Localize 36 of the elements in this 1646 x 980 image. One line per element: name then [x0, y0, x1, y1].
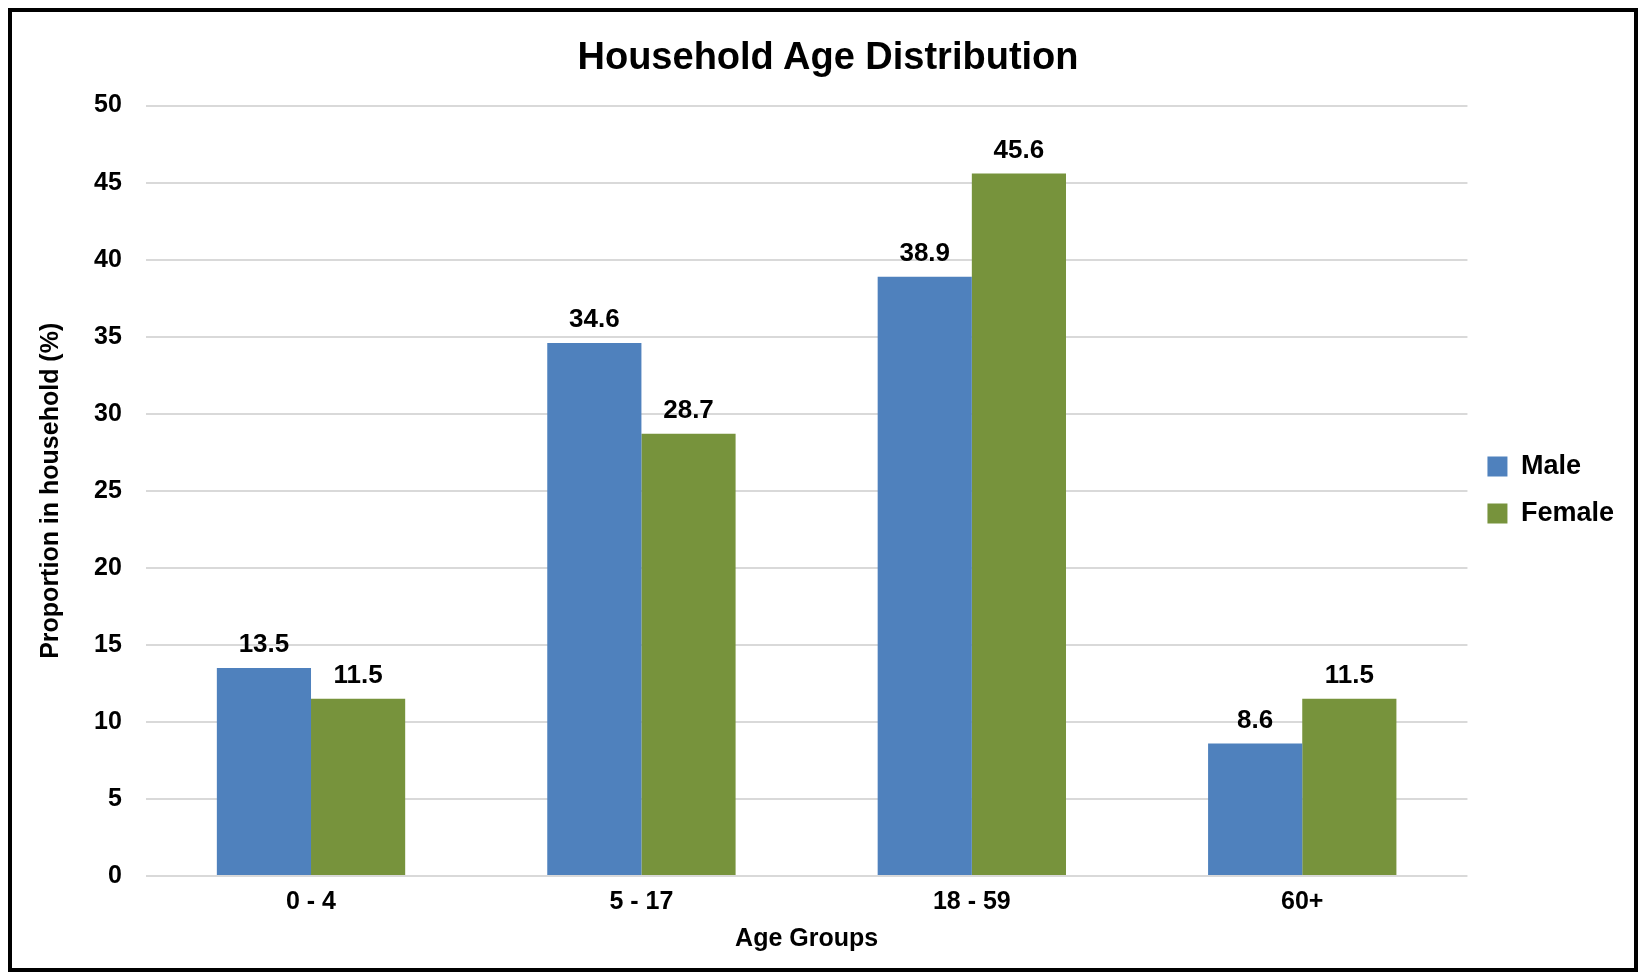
bar [1208, 743, 1303, 875]
y-axis-title: Proportion in household (%) [34, 322, 63, 659]
data-label: 11.5 [1324, 658, 1374, 689]
y-tick-label: 40 [94, 243, 122, 272]
data-label: 28.7 [663, 393, 714, 424]
data-label: 11.5 [333, 658, 383, 689]
x-tick-label: 5 - 17 [609, 885, 674, 914]
y-tick-label: 35 [94, 320, 122, 349]
bar [1302, 698, 1397, 875]
legend-label: Female [1520, 496, 1615, 527]
chart-title: Household Age Distribution [577, 35, 1079, 78]
data-label: 34.6 [569, 303, 620, 334]
y-tick-label: 5 [107, 782, 122, 811]
x-tick-label: 60+ [1281, 885, 1324, 914]
bar [971, 173, 1066, 875]
x-tick-label: 18 - 59 [932, 885, 1011, 914]
bar [641, 433, 736, 875]
y-tick-label: 20 [94, 551, 122, 580]
x-tick-label: 0 - 4 [286, 885, 337, 914]
data-label: 13.5 [238, 628, 290, 659]
legend-label: Male [1520, 449, 1581, 480]
bar [547, 342, 642, 875]
y-tick-label: 15 [94, 628, 122, 657]
y-tick-label: 45 [94, 166, 122, 195]
y-tick-label: 25 [94, 474, 122, 503]
y-tick-label: 30 [94, 397, 122, 426]
data-label: 45.6 [993, 133, 1045, 164]
data-label: 8.6 [1237, 703, 1274, 734]
y-tick-label: 50 [94, 89, 122, 118]
bar [877, 276, 972, 875]
data-label: 38.9 [899, 236, 951, 267]
y-tick-label: 10 [94, 705, 122, 734]
bar [216, 667, 312, 875]
y-tick-label: 0 [107, 859, 122, 888]
x-axis-title: Age Groups [735, 922, 879, 951]
bar [311, 698, 406, 875]
